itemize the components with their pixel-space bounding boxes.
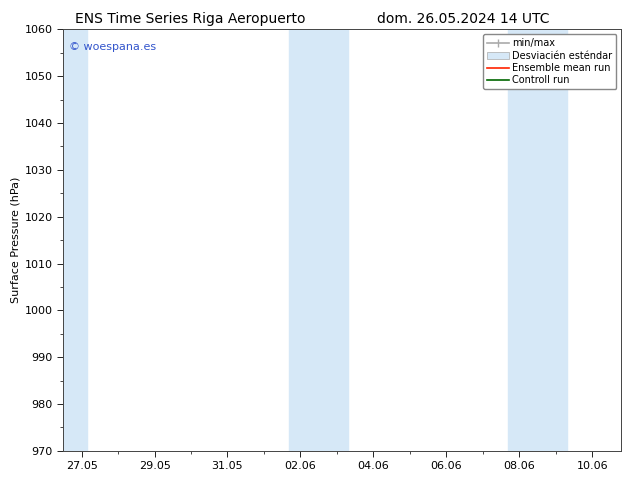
Text: © woespana.es: © woespana.es: [69, 42, 156, 52]
Text: dom. 26.05.2024 14 UTC: dom. 26.05.2024 14 UTC: [377, 12, 549, 26]
Bar: [290, 29, 348, 451]
Bar: [508, 29, 567, 451]
Text: ENS Time Series Riga Aeropuerto: ENS Time Series Riga Aeropuerto: [75, 12, 306, 26]
Y-axis label: Surface Pressure (hPa): Surface Pressure (hPa): [11, 177, 21, 303]
Bar: [63, 29, 87, 451]
Legend: min/max, Desviacién esténdar, Ensemble mean run, Controll run: min/max, Desviacién esténdar, Ensemble m…: [483, 34, 616, 89]
